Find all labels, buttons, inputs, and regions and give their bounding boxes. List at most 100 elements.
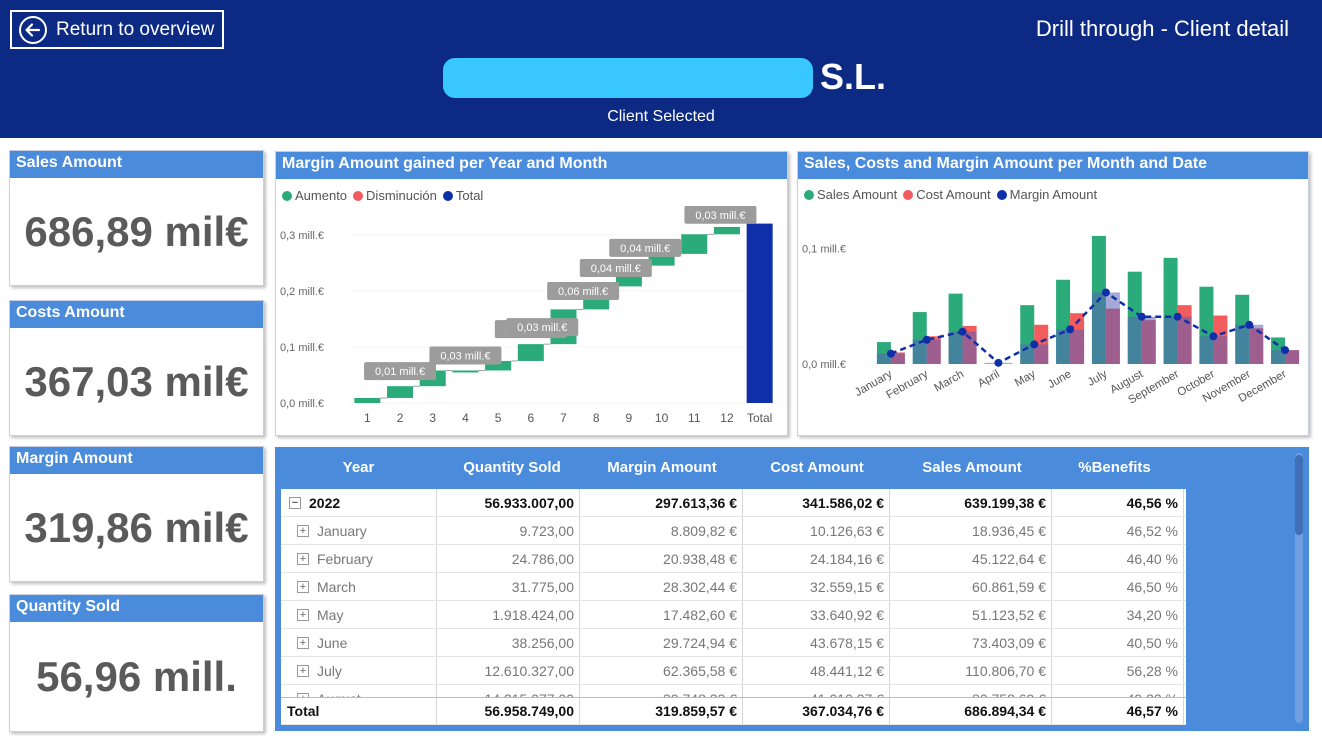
table-body: −2022 56.933.007,00 297.613,36 € 341.586,02… xyxy=(281,489,1186,725)
margin-point xyxy=(1173,312,1182,321)
expand-icon[interactable]: + xyxy=(297,580,309,593)
y-tick-label: 0,1 mill.€ xyxy=(280,342,324,354)
data-label-text: 0,01 mill.€ xyxy=(375,366,425,378)
header-bar: Return to overview Drill through - Clien… xyxy=(0,0,1322,138)
kpi-title: Quantity Sold xyxy=(10,595,263,622)
expand-icon[interactable]: + xyxy=(297,608,309,621)
table-row[interactable]: + May 1.918.424,00 17.482,60 € 33.640,92 € 51… xyxy=(281,601,1186,629)
value-cell: 60.861,59 € xyxy=(890,573,1052,600)
value-cell: 56.958.749,00 xyxy=(437,698,580,724)
margin-area xyxy=(948,331,977,364)
cell-text: 341.586,02 € xyxy=(802,494,884,511)
expand-icon[interactable]: + xyxy=(297,552,309,565)
value-cell: 40,50 % xyxy=(1052,629,1184,656)
value-cell: 10.126,63 € xyxy=(743,517,890,544)
cell-text: Total xyxy=(287,703,320,719)
scrollbar-thumb[interactable] xyxy=(1295,455,1303,535)
kpi-card-margin: Margin Amount 319,86 mil€ xyxy=(9,446,264,582)
cell-text: 20.938,48 € xyxy=(663,550,737,567)
table-row[interactable]: + February 24.786,00 20.938,48 € 24.184,16 €… xyxy=(281,545,1186,573)
table-row[interactable]: + June 38.256,00 29.724,94 € 43.678,15 € 73.4… xyxy=(281,629,1186,657)
cell-text: 31.775,00 xyxy=(511,578,574,595)
return-to-overview-button[interactable]: Return to overview xyxy=(10,10,224,49)
kpi-value: 56,96 mill. xyxy=(36,652,237,700)
data-label-text: 0,04 mill.€ xyxy=(620,243,670,255)
value-cell: 9.723,00 xyxy=(437,517,580,544)
kpi-value: 319,86 mil€ xyxy=(24,503,249,551)
value-cell: 46,57 % xyxy=(1052,698,1184,724)
column-header-benefits[interactable]: %Benefits xyxy=(1078,459,1151,476)
margin-point xyxy=(1281,346,1290,355)
data-label-bg xyxy=(684,206,757,224)
legend-dot-icon xyxy=(442,190,453,201)
waterfall-bar xyxy=(452,370,479,373)
x-tick-label: 7 xyxy=(560,411,567,425)
value-cell: 18.936,45 € xyxy=(890,517,1052,544)
cell-text: March xyxy=(317,578,356,595)
matrix-table[interactable]: Year Quantity Sold Margin Amount Cost Am… xyxy=(275,447,1309,731)
margin-point xyxy=(922,335,931,344)
cell-text: 56.933.007,00 xyxy=(484,494,574,511)
cell-text: 51.123,52 € xyxy=(972,606,1046,623)
cell-text: 9.723,00 xyxy=(519,522,575,539)
value-cell: 43.678,15 € xyxy=(743,629,890,656)
value-cell: 28.302,44 € xyxy=(580,573,743,600)
value-cell: 62.365,58 € xyxy=(580,657,743,684)
value-cell: 8.809,82 € xyxy=(580,517,743,544)
legend-item-total: Total xyxy=(442,188,484,203)
value-cell: 367.034,76 € xyxy=(743,698,890,724)
cell-text: 46,57 % xyxy=(1126,703,1178,719)
table-row-year[interactable]: −2022 56.933.007,00 297.613,36 € 341.586,02… xyxy=(281,489,1186,517)
value-cell: 33.640,92 € xyxy=(743,601,890,628)
kpi-card-quantity: Quantity Sold 56,96 mill. xyxy=(9,594,264,732)
legend-dot-icon xyxy=(996,189,1007,200)
margin-waterfall-panel[interactable]: Margin Amount gained per Year and Month … xyxy=(275,151,788,436)
expand-icon[interactable]: + xyxy=(297,664,309,677)
x-tick-label: 3 xyxy=(429,411,436,425)
waterfall-bar xyxy=(648,253,675,266)
margin-area xyxy=(912,339,941,364)
cell-text: 40,50 % xyxy=(1126,634,1178,651)
data-label-bg xyxy=(579,259,652,278)
value-cell: 51.123,52 € xyxy=(890,601,1052,628)
table-row-total[interactable]: Total 56.958.749,00 319.859,57 € 367.034,76… xyxy=(281,697,1186,725)
value-cell: 46,56 % xyxy=(1052,489,1184,516)
expand-icon[interactable]: + xyxy=(297,524,309,537)
row-label-cell: Total xyxy=(281,698,437,724)
table-scrollbar[interactable] xyxy=(1295,453,1303,723)
table-row[interactable]: + March 31.775,00 28.302,44 € 32.559,15 € 60.… xyxy=(281,573,1186,601)
legend-label: Total xyxy=(455,188,484,203)
cell-text: 46,56 % xyxy=(1126,494,1178,511)
value-cell: 20.938,48 € xyxy=(580,545,743,572)
cell-text: 56,28 % xyxy=(1126,662,1178,679)
cell-text: 639.199,38 € xyxy=(964,494,1046,511)
expand-icon[interactable]: + xyxy=(297,636,309,649)
sales-costs-margin-panel[interactable]: Sales, Costs and Margin Amount per Month… xyxy=(797,151,1309,436)
collapse-icon[interactable]: − xyxy=(289,496,301,509)
column-header-year[interactable]: Year xyxy=(342,459,375,476)
column-header-margin[interactable]: Margin Amount xyxy=(607,459,717,476)
chart-legend: Aumento Disminución Total xyxy=(276,179,787,203)
column-header-sales[interactable]: Sales Amount xyxy=(922,459,1022,476)
row-label-cell: + March xyxy=(281,573,437,600)
x-tick-label: Total xyxy=(747,411,772,425)
kpi-title: Costs Amount xyxy=(10,301,263,328)
data-label-bg xyxy=(429,346,502,365)
table-row[interactable]: + July 12.610.327,00 62.365,58 € 48.441,12 €… xyxy=(281,657,1186,685)
table-row[interactable]: + January 9.723,00 8.809,82 € 10.126,63 € 18.… xyxy=(281,517,1186,545)
kpi-value: 686,89 mil€ xyxy=(24,207,249,255)
cell-text: 24.184,16 € xyxy=(810,550,884,567)
column-header-cost[interactable]: Cost Amount xyxy=(770,459,864,476)
margin-point xyxy=(994,358,1003,367)
waterfall-bar xyxy=(485,360,512,371)
data-label: 0,04 mill.€ xyxy=(579,259,652,278)
row-label-cell: + June xyxy=(281,629,437,656)
cell-text: 38.256,00 xyxy=(511,634,574,651)
x-tick-label: June xyxy=(1046,368,1074,391)
cell-text: 28.302,44 € xyxy=(663,578,737,595)
cell-text: 73.403,09 € xyxy=(972,634,1046,651)
column-header-quantity[interactable]: Quantity Sold xyxy=(463,459,561,476)
row-label-cell: + July xyxy=(281,657,437,684)
legend-item-increase: Aumento xyxy=(282,188,347,203)
x-tick-label: March xyxy=(932,368,966,394)
